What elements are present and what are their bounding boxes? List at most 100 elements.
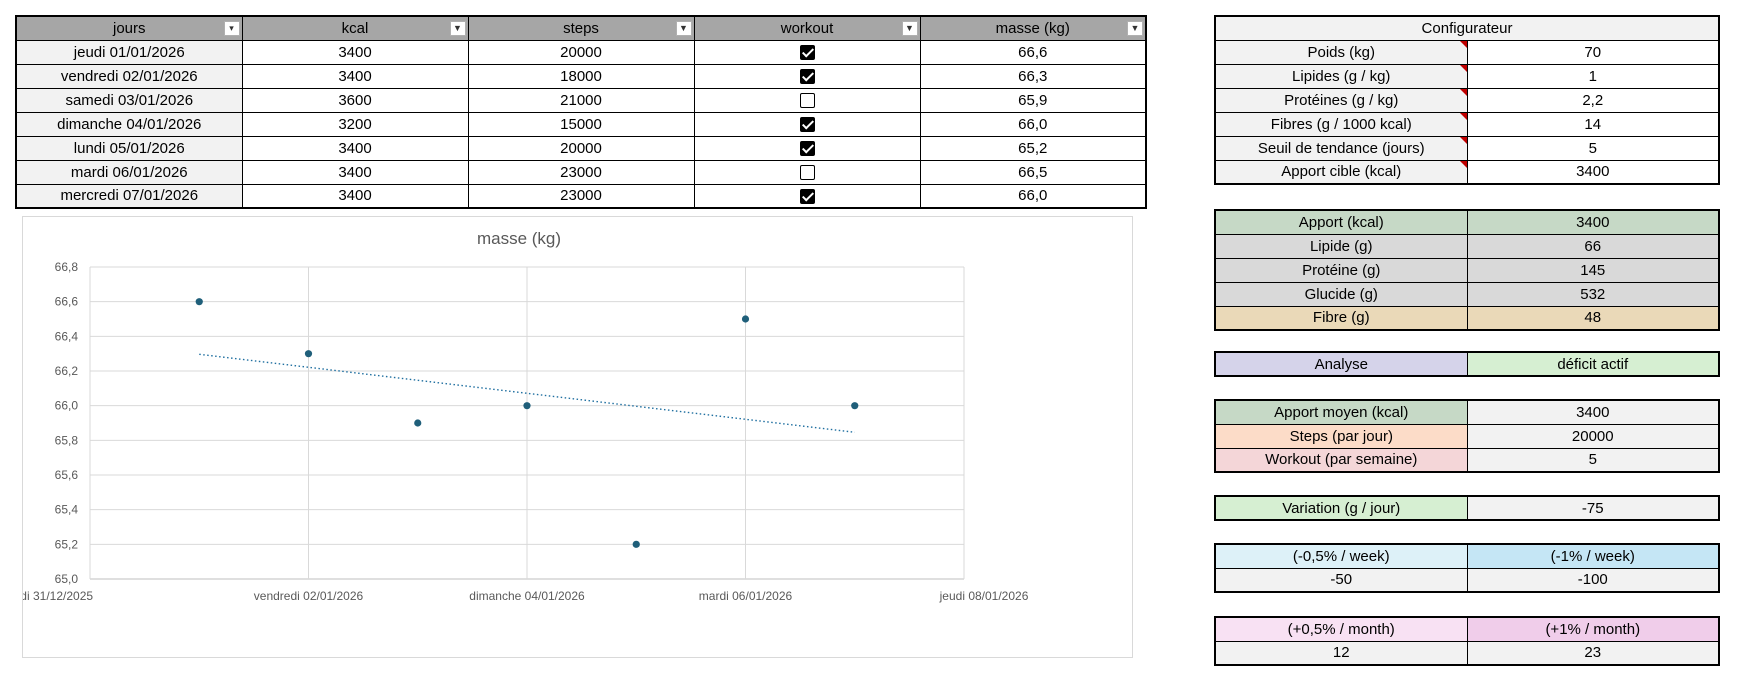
mass-chart[interactable]: masse (kg) 65,0 65,2 65,4 65,6 65,8 66,0 66,2 66…	[22, 216, 1133, 658]
average-value[interactable]: 20000	[1466, 423, 1720, 449]
cell-masse[interactable]: 66,0	[919, 183, 1147, 209]
monthly-header-half: (+0,5% / month)	[1214, 616, 1468, 642]
cell-steps[interactable]: 23000	[467, 183, 695, 209]
filter-dropdown-icon[interactable]: ▼	[901, 21, 918, 36]
column-header-masse[interactable]: masse (kg) ▼	[919, 15, 1147, 41]
column-header-jours[interactable]: jours ▾	[15, 15, 243, 41]
macro-row: Apport (kcal) 3400	[1214, 209, 1720, 235]
y-tick-label: 66,8	[55, 260, 79, 274]
config-value[interactable]: 2,2	[1466, 87, 1720, 113]
checked-checkbox-icon[interactable]	[799, 45, 815, 61]
config-value[interactable]: 3400	[1466, 159, 1720, 185]
macro-label: Lipide (g)	[1214, 233, 1468, 259]
config-value[interactable]: 14	[1466, 111, 1720, 137]
table-header-row: jours ▾ kcal ▼ steps ▼ workout ▼ masse (kg) ▼	[15, 15, 1147, 41]
config-label-text: Lipides (g / kg)	[1292, 67, 1391, 85]
cell-workout[interactable]	[693, 183, 921, 209]
macro-value[interactable]: 3400	[1466, 209, 1720, 235]
cell-steps[interactable]: 15000	[467, 111, 695, 137]
cell-workout[interactable]	[693, 63, 921, 89]
cell-jours[interactable]: samedi 03/01/2026	[15, 87, 243, 113]
cell-kcal[interactable]: 3400	[241, 159, 469, 185]
config-value[interactable]: 70	[1466, 39, 1720, 65]
monthly-value-one[interactable]: 23	[1466, 640, 1720, 666]
y-tick-label: 66,0	[55, 399, 79, 413]
cell-masse[interactable]: 66,3	[919, 63, 1147, 89]
cell-steps[interactable]: 23000	[467, 159, 695, 185]
comment-marker-icon[interactable]	[1459, 64, 1467, 72]
cell-jours[interactable]: mardi 06/01/2026	[15, 159, 243, 185]
cell-steps[interactable]: 21000	[467, 87, 695, 113]
cell-workout[interactable]	[693, 111, 921, 137]
cell-kcal[interactable]: 3600	[241, 87, 469, 113]
cell-kcal[interactable]: 3400	[241, 135, 469, 161]
cell-kcal[interactable]: 3400	[241, 63, 469, 89]
average-value[interactable]: 3400	[1466, 399, 1720, 425]
comment-marker-icon[interactable]	[1459, 136, 1467, 144]
macro-value[interactable]: 48	[1466, 305, 1720, 331]
table-row: lundi 05/01/2026 3400 20000 65,2	[15, 135, 1147, 161]
cell-jours[interactable]: jeudi 01/01/2026	[15, 39, 243, 65]
table-row: mardi 06/01/2026 3400 23000 66,5	[15, 159, 1147, 185]
macro-value[interactable]: 66	[1466, 233, 1720, 259]
y-tick-label: 65,4	[55, 503, 79, 517]
comment-marker-icon[interactable]	[1459, 112, 1467, 120]
average-value[interactable]: 5	[1466, 447, 1720, 473]
checked-checkbox-icon[interactable]	[799, 69, 815, 85]
macro-label: Glucide (g)	[1214, 281, 1468, 307]
cell-masse[interactable]: 66,5	[919, 159, 1147, 185]
column-header-kcal[interactable]: kcal ▼	[241, 15, 469, 41]
cell-workout[interactable]	[693, 135, 921, 161]
config-value[interactable]: 5	[1466, 135, 1720, 161]
configurateur-title: Configurateur	[1214, 15, 1720, 41]
comment-marker-icon[interactable]	[1459, 160, 1467, 168]
cell-masse[interactable]: 66,0	[919, 111, 1147, 137]
analyse-value[interactable]: déficit actif	[1466, 351, 1720, 377]
cell-masse[interactable]: 66,6	[919, 39, 1147, 65]
cell-jours[interactable]: vendredi 02/01/2026	[15, 63, 243, 89]
filter-dropdown-icon[interactable]: ▼	[675, 21, 692, 36]
unchecked-checkbox-icon[interactable]	[799, 93, 815, 109]
filter-dropdown-icon[interactable]: ▼	[449, 21, 466, 36]
cell-workout[interactable]	[693, 159, 921, 185]
cell-kcal[interactable]: 3400	[241, 183, 469, 209]
average-row: Apport moyen (kcal) 3400	[1214, 399, 1720, 425]
comment-marker-icon[interactable]	[1459, 40, 1467, 48]
monthly-value-half[interactable]: 12	[1214, 640, 1468, 666]
config-value[interactable]: 1	[1466, 63, 1720, 89]
cell-steps[interactable]: 20000	[467, 39, 695, 65]
macro-value[interactable]: 145	[1466, 257, 1720, 283]
macro-value[interactable]: 532	[1466, 281, 1720, 307]
cell-workout[interactable]	[693, 39, 921, 65]
cell-jours[interactable]: lundi 05/01/2026	[15, 135, 243, 161]
column-header-steps[interactable]: steps ▼	[467, 15, 695, 41]
checked-checkbox-icon[interactable]	[799, 141, 815, 157]
checked-checkbox-icon[interactable]	[799, 117, 815, 133]
x-tick-label: mardi 06/01/2026	[699, 589, 793, 603]
macro-row: Protéine (g) 145	[1214, 257, 1720, 283]
cell-jours[interactable]: dimanche 04/01/2026	[15, 111, 243, 137]
cell-kcal[interactable]: 3200	[241, 111, 469, 137]
config-label-text: Protéines (g / kg)	[1284, 91, 1399, 109]
cell-workout[interactable]	[693, 87, 921, 113]
sort-filter-icon[interactable]: ▾	[223, 21, 240, 36]
average-label: Apport moyen (kcal)	[1214, 399, 1468, 425]
cell-kcal[interactable]: 3400	[241, 39, 469, 65]
checked-checkbox-icon[interactable]	[799, 188, 815, 204]
table-row: jeudi 01/01/2026 3400 20000 66,6	[15, 39, 1147, 65]
filter-dropdown-icon[interactable]: ▼	[1127, 21, 1143, 36]
comment-marker-icon[interactable]	[1459, 88, 1467, 96]
cell-masse[interactable]: 65,9	[919, 87, 1147, 113]
weekly-value-one[interactable]: -100	[1466, 567, 1720, 593]
variation-value[interactable]: -75	[1466, 495, 1720, 521]
cell-masse[interactable]: 65,2	[919, 135, 1147, 161]
column-header-workout[interactable]: workout ▼	[693, 15, 921, 41]
header-label: jours	[112, 19, 146, 37]
cell-steps[interactable]: 18000	[467, 63, 695, 89]
y-tick-label: 65,2	[55, 537, 79, 551]
config-row: Apport cible (kcal) 3400	[1214, 159, 1720, 185]
unchecked-checkbox-icon[interactable]	[799, 165, 815, 181]
cell-steps[interactable]: 20000	[467, 135, 695, 161]
cell-jours[interactable]: mercredi 07/01/2026	[15, 183, 243, 209]
weekly-value-half[interactable]: -50	[1214, 567, 1468, 593]
